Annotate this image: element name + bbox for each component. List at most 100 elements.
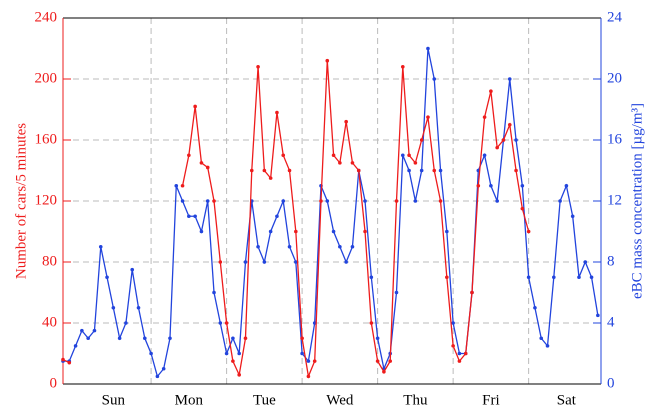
point (155, 374, 160, 379)
point (268, 176, 273, 180)
point (124, 321, 128, 325)
point (413, 161, 418, 165)
point (212, 199, 216, 203)
point (161, 366, 166, 371)
point (388, 359, 393, 363)
point (375, 336, 380, 341)
point (426, 115, 430, 119)
point (344, 119, 348, 124)
point (86, 336, 90, 341)
point (218, 260, 223, 264)
point (117, 336, 122, 341)
point (495, 145, 499, 150)
point (495, 199, 499, 203)
x-tick-label: Sun (102, 392, 126, 408)
point (520, 183, 525, 188)
point (306, 374, 311, 379)
point (400, 153, 405, 158)
point (111, 305, 116, 310)
point (61, 357, 65, 362)
point (577, 275, 581, 280)
point (92, 328, 97, 333)
y-axis-title: Number of cars/5 minutes (13, 123, 29, 279)
y-tick-label: 40 (42, 314, 57, 330)
point (187, 214, 191, 219)
point (356, 168, 361, 173)
x-tick-label: Fri (482, 392, 500, 408)
point (187, 153, 191, 158)
point (243, 336, 248, 341)
point (231, 336, 235, 341)
point (400, 65, 405, 69)
point (130, 267, 135, 272)
point (98, 244, 103, 249)
point (319, 199, 323, 203)
point (382, 370, 386, 374)
point (256, 65, 260, 69)
point (539, 336, 544, 341)
point (205, 199, 210, 203)
point (432, 77, 437, 81)
point (193, 214, 197, 219)
point (73, 344, 78, 348)
point (205, 165, 210, 170)
point (514, 138, 518, 142)
series-line (63, 48, 599, 378)
point (275, 110, 279, 115)
point (552, 275, 556, 280)
y-tick-label: 120 (35, 192, 58, 208)
point (470, 290, 474, 295)
point (312, 359, 317, 363)
point (331, 153, 336, 158)
point (287, 244, 292, 249)
point (445, 275, 449, 280)
point (306, 359, 311, 363)
y2-tick-label: 4 (607, 314, 615, 330)
point (199, 161, 204, 165)
point (533, 305, 537, 310)
point (482, 115, 487, 119)
point (545, 344, 550, 348)
point (338, 161, 342, 165)
point (350, 244, 355, 249)
point (489, 183, 493, 188)
point (363, 229, 367, 234)
point (231, 359, 235, 363)
y2-tick-label: 12 (607, 192, 622, 208)
point (558, 199, 562, 203)
point (193, 104, 197, 109)
point (419, 168, 424, 173)
point (143, 336, 147, 341)
y-tick-label: 160 (35, 131, 58, 147)
point (249, 168, 254, 173)
point (457, 359, 462, 363)
point (419, 138, 424, 142)
point (438, 168, 443, 173)
point (438, 199, 443, 203)
y2-tick-label: 16 (607, 131, 623, 147)
point (476, 183, 481, 188)
point (583, 260, 588, 264)
point (281, 153, 286, 158)
point (445, 229, 449, 234)
point (363, 199, 367, 203)
point (300, 351, 304, 356)
point (168, 336, 172, 341)
point (596, 313, 600, 318)
point (489, 89, 493, 93)
point (325, 58, 330, 63)
point (224, 351, 229, 356)
point (294, 260, 298, 264)
point (457, 351, 462, 356)
point (237, 373, 241, 377)
point (105, 275, 109, 280)
point (325, 199, 330, 203)
point (514, 168, 518, 173)
point (526, 229, 531, 234)
y-tick-label: 240 (35, 9, 58, 25)
point (212, 290, 216, 295)
y-tick-label: 80 (42, 253, 57, 269)
point (149, 351, 153, 356)
point (451, 344, 455, 348)
